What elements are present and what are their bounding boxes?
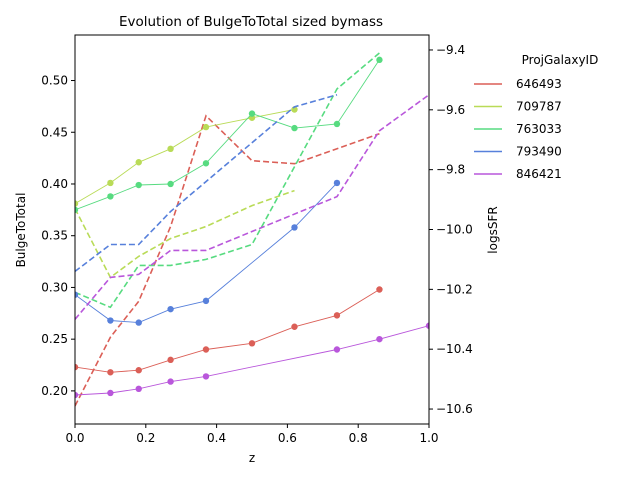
series-point	[167, 180, 174, 188]
legend-title: ProjGalaxyID	[522, 53, 599, 67]
series-646493	[75, 114, 383, 407]
y-axis-left: 0.20 0.25 0.30 0.35 0.40 0.45 0.50	[41, 74, 75, 398]
y-left-tick-label: 0.20	[41, 384, 68, 398]
series-point	[333, 346, 341, 353]
legend-label: 709787	[516, 100, 562, 114]
series-point	[333, 179, 341, 187]
y-left-tick-label: 0.30	[41, 280, 68, 294]
x-tick-label: 0.8	[349, 431, 368, 445]
series-logssfr-line	[75, 52, 380, 309]
series-point	[202, 373, 210, 380]
series-point	[291, 224, 298, 231]
series-point	[75, 206, 79, 214]
series-point	[248, 110, 256, 117]
series-logssfr-line	[75, 94, 429, 320]
series-point	[291, 323, 298, 330]
y-right-tick-label: −9.4	[436, 43, 465, 57]
y-right-tick-label: −10.0	[436, 223, 473, 237]
series-point	[135, 367, 142, 374]
series-763033	[75, 52, 383, 309]
x-axis-label: z	[249, 451, 255, 465]
series-point	[135, 159, 142, 166]
y-left-tick-label: 0.35	[41, 229, 68, 243]
series-point	[376, 286, 383, 293]
series-point	[202, 346, 210, 353]
x-tick-label: 0.0	[65, 431, 84, 445]
series-point	[167, 356, 174, 364]
series-point	[135, 181, 142, 189]
chart-title: Evolution of BulgeToTotal sized bymass	[119, 14, 383, 30]
series-point	[75, 363, 79, 371]
legend-label: 763033	[516, 122, 562, 136]
series-point	[107, 179, 114, 187]
series-point	[75, 291, 79, 298]
y-right-tick-label: −10.6	[436, 402, 473, 416]
series-point	[291, 106, 298, 113]
y-right-tick-label: −9.6	[436, 103, 465, 117]
series-logssfr-line	[75, 94, 338, 273]
series-point	[202, 123, 210, 131]
series-point	[75, 391, 79, 399]
y-right-tick-label: −10.4	[436, 342, 473, 356]
y-axis-right: −9.4 −9.6 −9.8 −10.0 −10.2 −10.4 −10.6	[429, 43, 473, 416]
y-right-tick-label: −9.8	[436, 163, 465, 177]
y-right-tick-label: −10.2	[436, 282, 473, 296]
series-point	[107, 389, 114, 397]
series-846421	[75, 94, 429, 399]
series-point	[167, 305, 174, 313]
series-point	[333, 312, 341, 319]
series-logssfr-line	[75, 114, 380, 407]
series-point	[107, 193, 114, 200]
series-point	[376, 335, 383, 343]
x-axis: 0.0 0.2 0.4 0.6 0.8 1.0	[65, 424, 439, 445]
y-left-tick-label: 0.50	[41, 74, 68, 88]
legend: ProjGalaxyID 646493 709787 763033 793490 846…	[474, 53, 598, 181]
series-bulge-line	[75, 325, 429, 396]
series-point	[248, 340, 256, 347]
series-point	[376, 56, 383, 64]
y-left-tick-label: 0.45	[41, 125, 68, 139]
series-point	[291, 124, 298, 132]
series-point	[75, 200, 79, 207]
y-left-tick-label: 0.25	[41, 332, 68, 346]
y-axis-left-label: BulgeToTotal	[14, 193, 28, 268]
series-layer	[75, 52, 429, 407]
series-bulge-line	[75, 109, 295, 204]
x-tick-label: 1.0	[419, 431, 438, 445]
series-point	[202, 160, 210, 167]
series-point	[333, 120, 341, 128]
legend-label: 646493	[516, 77, 562, 91]
series-point	[107, 317, 114, 324]
legend-label: 846421	[516, 167, 562, 181]
y-left-tick-label: 0.40	[41, 177, 68, 191]
x-tick-label: 0.2	[136, 431, 155, 445]
x-tick-label: 0.4	[207, 431, 226, 445]
x-tick-label: 0.6	[278, 431, 297, 445]
y-axis-right-label: logsSFR	[486, 206, 500, 253]
series-point	[107, 369, 114, 376]
series-logssfr-line	[75, 189, 295, 279]
series-bulge-line	[75, 59, 380, 211]
series-793490	[75, 94, 341, 326]
series-bulge-line	[75, 289, 380, 373]
plot-frame	[74, 34, 430, 425]
legend-label: 793490	[516, 145, 562, 159]
series-point	[167, 378, 174, 385]
series-point	[425, 322, 429, 329]
series-point	[135, 319, 142, 326]
series-point	[167, 145, 174, 153]
series-point	[202, 297, 210, 305]
series-709787	[75, 106, 298, 279]
series-point	[135, 385, 142, 393]
